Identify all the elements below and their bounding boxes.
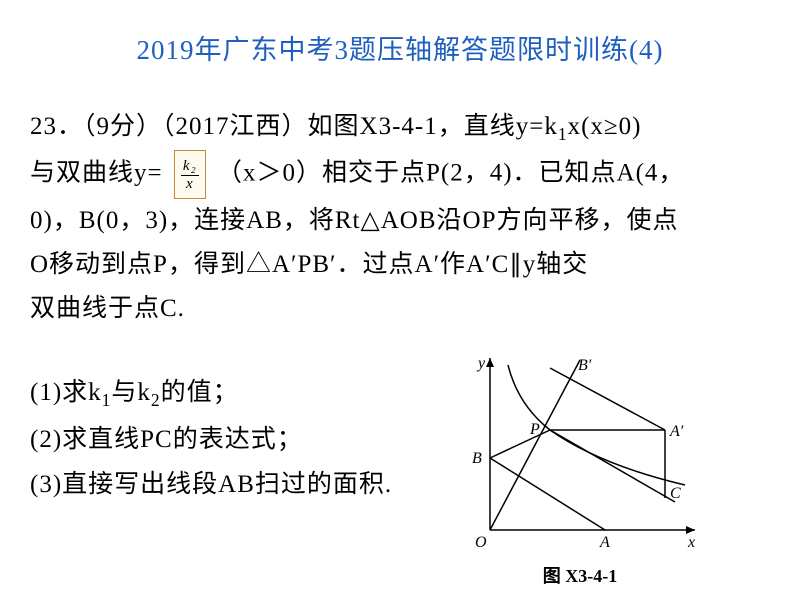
question-1: (1)求k1与k2的值； bbox=[30, 370, 392, 417]
problem-points: （9分） bbox=[83, 113, 162, 140]
text-c: 与双曲线y= bbox=[30, 159, 163, 186]
text-g: 双曲线于点C. bbox=[30, 295, 185, 322]
sub-k1: 1 bbox=[558, 124, 568, 144]
frac-den: x bbox=[181, 176, 199, 192]
problem-number: 23． bbox=[30, 113, 83, 140]
diagram-svg: y x O B A P A′ B′ C bbox=[450, 350, 710, 555]
problem-source: （2017江西） bbox=[162, 113, 308, 140]
label-Bprime: B′ bbox=[578, 357, 592, 374]
text-f: O移动到点P，得到△A′PB′．过点A′作A′C∥y轴交 bbox=[30, 251, 588, 278]
problem-statement: 23．（9分）（2017江西）如图X3-4-1，直线y=k1x(x≥0) 与双曲… bbox=[0, 67, 800, 331]
q1-a: (1)求k bbox=[30, 379, 102, 406]
question-list: (1)求k1与k2的值； (2)求直线PC的表达式； (3)直接写出线段AB扫过… bbox=[30, 370, 392, 507]
page-title: 2019年广东中考3题压轴解答题限时训练(4) bbox=[0, 0, 800, 67]
q1-s2: 2 bbox=[151, 390, 161, 410]
q1-b: 与k bbox=[111, 379, 151, 406]
question-3: (3)直接写出线段AB扫过的面积. bbox=[30, 462, 392, 507]
figure-diagram: y x O B A P A′ B′ C 图 X3-4-1 bbox=[450, 350, 710, 580]
label-O: O bbox=[475, 534, 487, 551]
text-a: 如图X3-4-1，直线y=k bbox=[308, 113, 558, 140]
text-b: x(x≥0) bbox=[568, 113, 642, 140]
question-2: (2)求直线PC的表达式； bbox=[30, 417, 392, 462]
fraction-box: k₂ x bbox=[174, 150, 206, 200]
label-x: x bbox=[687, 534, 695, 551]
text-e: 0)，B(0，3)，连接AB，将Rt△AOB沿OP方向平移，使点 bbox=[30, 207, 678, 234]
label-A: A bbox=[599, 534, 610, 551]
fraction: k₂ x bbox=[181, 159, 199, 192]
frac-num: k₂ bbox=[181, 159, 199, 176]
label-B: B bbox=[472, 450, 482, 467]
figure-caption: 图 X3-4-1 bbox=[450, 562, 710, 588]
q1-s1: 1 bbox=[102, 390, 112, 410]
label-y: y bbox=[476, 355, 486, 372]
q1-c: 的值； bbox=[161, 379, 239, 406]
text-d: （x＞0）相交于点P(2，4)．已知点A(4， bbox=[217, 159, 684, 186]
label-Aprime: A′ bbox=[669, 423, 684, 440]
